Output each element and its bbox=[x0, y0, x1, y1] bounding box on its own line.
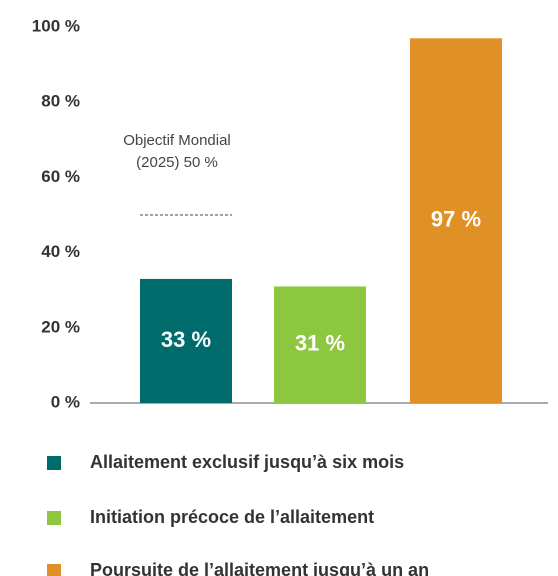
y-tick-label: 100 % bbox=[32, 16, 80, 35]
annotation: Objectif Mondial bbox=[123, 132, 231, 149]
bar bbox=[410, 38, 502, 403]
bar bbox=[274, 286, 366, 403]
y-tick-label: 20 % bbox=[41, 317, 80, 336]
y-tick-label: 40 % bbox=[41, 242, 80, 261]
bar bbox=[140, 278, 232, 403]
legend-label: Allaitement exclusif jusqu’à six mois bbox=[90, 452, 404, 472]
legend-swatch bbox=[47, 511, 61, 525]
annotation: (2025) 50 % bbox=[136, 154, 218, 171]
y-tick-label: 60 % bbox=[41, 167, 80, 186]
legend-label: Poursuite de l’allaitement jusqu’à un an bbox=[90, 560, 429, 576]
value-label: 97 % bbox=[431, 206, 481, 231]
legend-label: Initiation précoce de l’allaitement bbox=[90, 507, 374, 527]
y-tick-label: 80 % bbox=[41, 92, 80, 111]
legend-swatch bbox=[47, 564, 61, 576]
value-label: 31 % bbox=[295, 331, 345, 356]
y-tick-label: 0 % bbox=[51, 392, 80, 411]
value-label: 33 % bbox=[161, 327, 211, 352]
legend-swatch bbox=[47, 456, 61, 470]
